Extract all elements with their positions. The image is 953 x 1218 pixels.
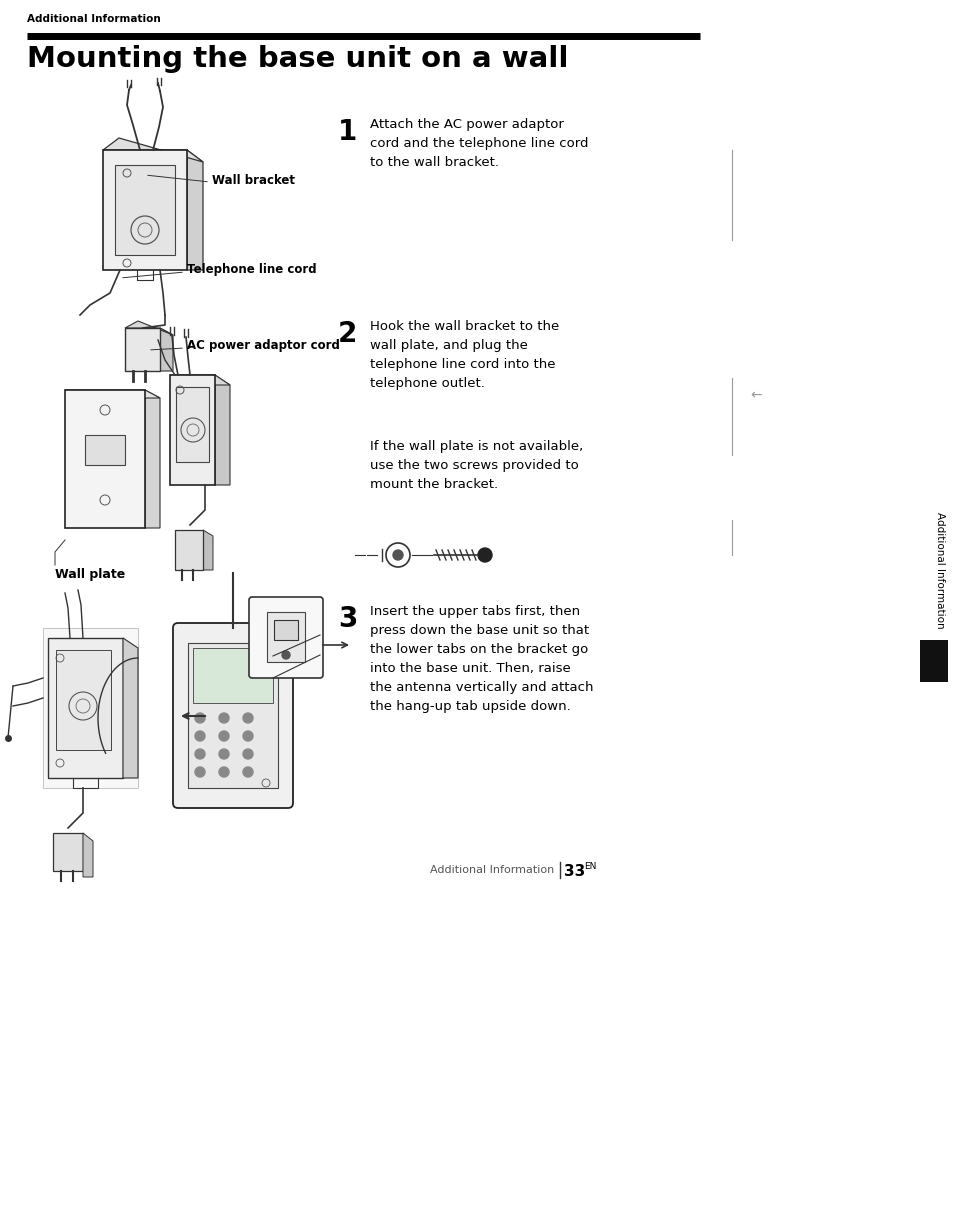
Circle shape (194, 731, 205, 741)
Bar (188, 643, 277, 788)
Polygon shape (203, 530, 213, 570)
Polygon shape (123, 638, 138, 778)
Text: Additional Information: Additional Information (934, 512, 944, 628)
Bar (170, 375, 214, 485)
FancyBboxPatch shape (249, 597, 323, 678)
Text: ←: ← (749, 389, 760, 402)
Bar (267, 611, 305, 663)
Polygon shape (83, 833, 92, 877)
Circle shape (243, 713, 253, 723)
Circle shape (219, 767, 229, 777)
Polygon shape (187, 150, 203, 270)
Circle shape (477, 548, 492, 561)
Bar (193, 648, 273, 703)
Circle shape (194, 767, 205, 777)
Circle shape (243, 731, 253, 741)
Circle shape (219, 713, 229, 723)
Text: Wall plate: Wall plate (55, 568, 125, 581)
Text: AC power adaptor cord: AC power adaptor cord (187, 340, 339, 352)
Text: Wall bracket: Wall bracket (212, 173, 294, 186)
Bar (53, 833, 83, 871)
Bar (115, 164, 174, 255)
Text: If the wall plate is not available,
use the two screws provided to
mount the bra: If the wall plate is not available, use … (370, 440, 582, 491)
Bar (103, 150, 187, 270)
Bar (175, 387, 209, 462)
Polygon shape (65, 390, 160, 398)
Bar (85, 435, 125, 465)
Bar (56, 650, 111, 750)
Text: 33: 33 (563, 864, 584, 879)
Text: 2: 2 (337, 320, 357, 348)
Bar (48, 638, 123, 778)
Text: Insert the upper tabs first, then
press down the base unit so that
the lower tab: Insert the upper tabs first, then press … (370, 605, 593, 713)
Circle shape (219, 731, 229, 741)
Bar (43, 628, 138, 788)
Polygon shape (125, 322, 172, 335)
Polygon shape (170, 375, 230, 385)
Text: 3: 3 (337, 605, 357, 633)
Circle shape (194, 713, 205, 723)
Text: Mounting the base unit on a wall: Mounting the base unit on a wall (27, 45, 568, 73)
Bar (125, 328, 160, 371)
Polygon shape (145, 390, 160, 527)
Circle shape (393, 551, 402, 560)
Text: Attach the AC power adaptor
cord and the telephone line cord
to the wall bracket: Attach the AC power adaptor cord and the… (370, 118, 588, 169)
Circle shape (219, 749, 229, 759)
Circle shape (243, 767, 253, 777)
Text: 1: 1 (337, 118, 356, 146)
Circle shape (194, 749, 205, 759)
Text: Telephone line cord: Telephone line cord (187, 263, 316, 276)
Text: Additional Information: Additional Information (27, 13, 161, 24)
Text: Additional Information: Additional Information (430, 865, 554, 875)
FancyBboxPatch shape (172, 622, 293, 808)
Circle shape (282, 650, 290, 659)
Text: Hook the wall bracket to the
wall plate, and plug the
telephone line cord into t: Hook the wall bracket to the wall plate,… (370, 320, 558, 390)
Polygon shape (103, 138, 203, 162)
Bar (919, 639, 947, 682)
Bar (174, 530, 203, 570)
Circle shape (243, 749, 253, 759)
Polygon shape (214, 375, 230, 485)
Bar (65, 390, 145, 527)
Text: EN: EN (583, 862, 596, 871)
Bar (274, 620, 297, 639)
Polygon shape (160, 328, 172, 371)
